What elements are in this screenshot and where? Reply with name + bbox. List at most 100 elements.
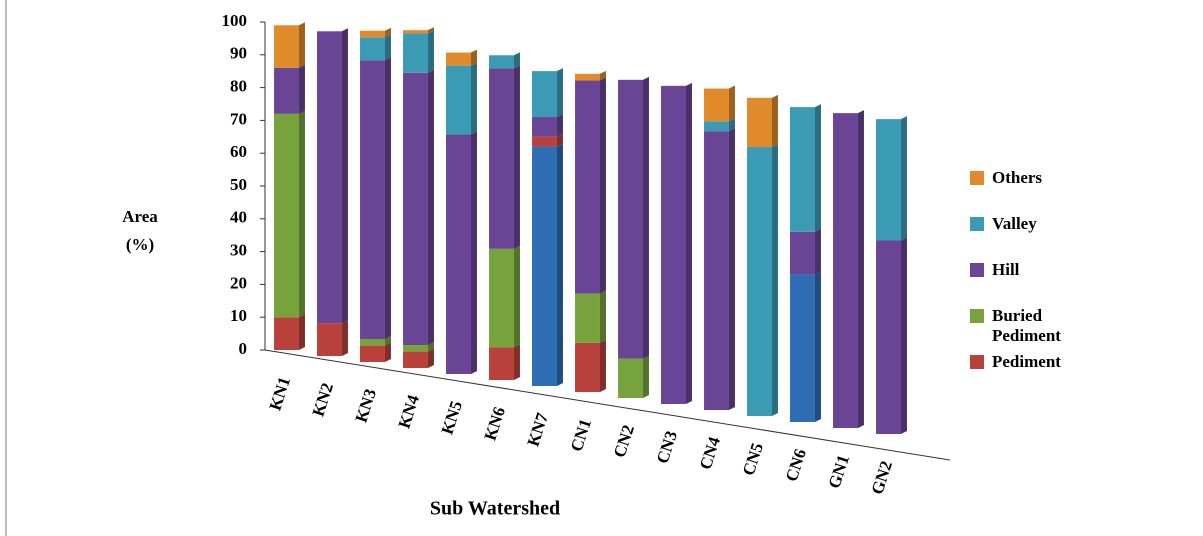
y-tick-label: 40	[230, 208, 247, 227]
bar-segment	[661, 85, 686, 404]
x-tick-label: CN1	[567, 417, 595, 454]
bar-segment	[403, 345, 428, 352]
x-axis	[264, 349, 951, 461]
bar-side	[685, 82, 692, 404]
y-tick-label: 20	[230, 273, 247, 292]
bar-side	[513, 344, 520, 380]
bar-side	[470, 131, 477, 374]
bar-side	[599, 339, 606, 392]
x-tick-label: CN5	[739, 441, 767, 478]
bar-side	[341, 320, 348, 356]
bar-side	[771, 94, 778, 148]
bar-side	[384, 57, 391, 340]
bar-side	[728, 128, 735, 410]
bar-side	[728, 85, 735, 122]
bar-segment	[532, 71, 557, 118]
bar-side	[384, 336, 391, 346]
bar-segment	[704, 131, 729, 410]
bar-segment	[575, 293, 600, 343]
legend-label: Valley	[992, 214, 1037, 233]
legend-swatch	[970, 217, 984, 231]
bar-segment	[575, 342, 600, 392]
bar-segment	[360, 345, 385, 362]
bar-segment	[403, 72, 428, 346]
y-tick-label: 100	[222, 11, 248, 30]
bar-segment	[274, 67, 299, 114]
bar-side	[814, 104, 821, 232]
x-axis-label: Sub Watershed	[430, 498, 560, 520]
bar-side	[427, 30, 434, 73]
bar-side	[599, 77, 606, 294]
bar-segment	[618, 79, 643, 359]
legend-swatch	[970, 263, 984, 277]
bar-segment	[532, 136, 557, 147]
legend-swatch	[970, 309, 984, 323]
y-axis-label: (%)	[126, 235, 154, 254]
bar-side	[298, 314, 305, 350]
bar-side	[556, 143, 563, 386]
x-tick-label: CN3	[653, 429, 681, 466]
bar-side	[814, 271, 821, 422]
bar-side	[857, 110, 864, 429]
bar-segment	[446, 134, 471, 374]
y-tick-label: 50	[230, 175, 247, 194]
legend-item: Valley	[970, 214, 1120, 234]
bar-segment	[403, 30, 428, 34]
bar-side	[341, 28, 348, 324]
bar-side	[298, 22, 305, 68]
bar-side	[771, 144, 778, 417]
bar-side	[728, 118, 735, 132]
bar-side	[556, 114, 563, 137]
bar-segment	[489, 68, 514, 249]
bar-segment	[704, 88, 729, 122]
bar-segment	[618, 358, 643, 398]
x-tick-label: CN6	[782, 447, 810, 484]
legend-item: Buried Pediment	[970, 306, 1120, 346]
bar-side	[298, 64, 305, 114]
x-tick-label: KN3	[351, 387, 380, 425]
bar-segment	[532, 117, 557, 137]
bar-segment	[575, 80, 600, 294]
x-tick-label: KN2	[308, 381, 337, 419]
bar-segment	[833, 113, 858, 429]
bar-segment	[360, 37, 385, 61]
bar-side	[900, 237, 907, 434]
x-tick-label: GN2	[867, 459, 896, 497]
bar-side	[599, 290, 606, 343]
bar-segment	[790, 274, 815, 422]
bar-side	[298, 110, 305, 318]
bar-segment	[360, 60, 385, 340]
bar-side	[384, 27, 391, 38]
x-tick-label: KN1	[265, 375, 294, 413]
legend-swatch	[970, 355, 984, 369]
legend-label: Buried Pediment	[992, 306, 1061, 345]
bar-segment	[747, 97, 772, 148]
bar-side	[642, 355, 649, 398]
y-tick-label: 80	[230, 77, 247, 96]
legend-label: Pediment	[992, 352, 1061, 371]
bar-segment	[317, 31, 342, 324]
bar-side	[556, 133, 563, 147]
bar-side	[513, 65, 520, 249]
bar-segment	[446, 52, 471, 66]
bar-segment	[489, 248, 514, 348]
y-tick-label: 90	[230, 44, 247, 63]
bar-segment	[704, 121, 729, 132]
bar-segment	[274, 25, 299, 68]
bar-segment	[360, 30, 385, 38]
bar-segment	[360, 339, 385, 346]
y-tick-label: 30	[230, 241, 247, 260]
legend-label: Others	[992, 168, 1043, 187]
y-tick-label: 70	[230, 109, 247, 128]
bar-segment	[575, 73, 600, 81]
legend-swatch	[970, 171, 984, 185]
bar-side	[384, 34, 391, 61]
bar-side	[427, 69, 434, 346]
bar-side	[513, 52, 520, 69]
bar-side	[470, 49, 477, 66]
bar-side	[900, 116, 907, 241]
bar-segment	[403, 33, 428, 73]
x-tick-label: CN2	[610, 423, 638, 460]
